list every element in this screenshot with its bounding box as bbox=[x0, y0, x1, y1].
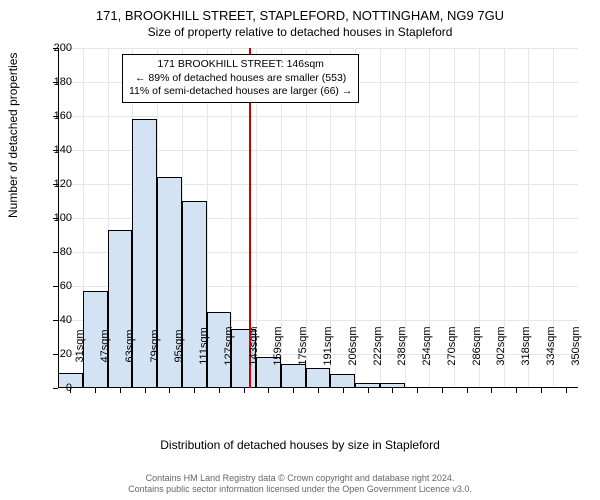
x-tick-label: 302sqm bbox=[495, 326, 507, 365]
x-tick-label: 175sqm bbox=[297, 326, 309, 365]
x-tick-label: 222sqm bbox=[372, 326, 384, 365]
footer-attribution: Contains HM Land Registry data © Crown c… bbox=[0, 473, 600, 496]
x-tick-label: 206sqm bbox=[347, 326, 359, 365]
y-tick-label: 100 bbox=[42, 212, 72, 224]
y-tick-label: 80 bbox=[42, 246, 72, 258]
x-tick-label: 270sqm bbox=[446, 326, 458, 365]
chart-container: 171, BROOKHILL STREET, STAPLEFORD, NOTTI… bbox=[0, 0, 600, 500]
chart-subtitle: Size of property relative to detached ho… bbox=[10, 25, 590, 39]
y-axis-label: Number of detached properties bbox=[6, 53, 20, 218]
chart-title-address: 171, BROOKHILL STREET, STAPLEFORD, NOTTI… bbox=[10, 8, 590, 23]
histogram-bar bbox=[281, 364, 306, 388]
x-tick-label: 254sqm bbox=[421, 326, 433, 365]
x-tick-label: 127sqm bbox=[223, 326, 235, 365]
x-tick-label: 63sqm bbox=[124, 329, 136, 362]
y-tick-label: 180 bbox=[42, 76, 72, 88]
x-tick-label: 286sqm bbox=[471, 326, 483, 365]
x-tick-label: 95sqm bbox=[173, 329, 185, 362]
y-tick-label: 200 bbox=[42, 42, 72, 54]
footer-line1: Contains HM Land Registry data © Crown c… bbox=[0, 473, 600, 485]
y-tick-label: 160 bbox=[42, 110, 72, 122]
x-tick-label: 318sqm bbox=[520, 326, 532, 365]
x-tick-label: 191sqm bbox=[322, 326, 334, 365]
x-axis-label: Distribution of detached houses by size … bbox=[0, 438, 600, 452]
histogram-bar bbox=[306, 368, 331, 388]
x-tick-label: 79sqm bbox=[149, 329, 161, 362]
y-tick-label: 120 bbox=[42, 178, 72, 190]
y-tick-label: 0 bbox=[42, 382, 72, 394]
x-tick-label: 143sqm bbox=[248, 326, 260, 365]
x-tick-label: 238sqm bbox=[396, 326, 408, 365]
annotation-box: 171 BROOKHILL STREET: 146sqm← 89% of det… bbox=[122, 54, 359, 103]
x-tick-label: 111sqm bbox=[198, 327, 210, 365]
annotation-line: ← 89% of detached houses are smaller (55… bbox=[129, 72, 352, 86]
footer-line2: Contains public sector information licen… bbox=[0, 484, 600, 496]
x-tick-label: 334sqm bbox=[545, 326, 557, 365]
histogram-bar bbox=[108, 230, 133, 388]
y-tick-label: 20 bbox=[42, 348, 72, 360]
x-tick-label: 350sqm bbox=[570, 326, 582, 365]
y-tick-label: 60 bbox=[42, 280, 72, 292]
x-tick-label: 31sqm bbox=[74, 329, 86, 362]
y-tick-label: 40 bbox=[42, 314, 72, 326]
annotation-line: 11% of semi-detached houses are larger (… bbox=[129, 85, 352, 99]
x-tick-label: 159sqm bbox=[272, 326, 284, 365]
annotation-line: 171 BROOKHILL STREET: 146sqm bbox=[129, 58, 352, 72]
y-tick-label: 140 bbox=[42, 144, 72, 156]
histogram-bar bbox=[330, 374, 355, 388]
x-tick-label: 47sqm bbox=[99, 329, 111, 362]
